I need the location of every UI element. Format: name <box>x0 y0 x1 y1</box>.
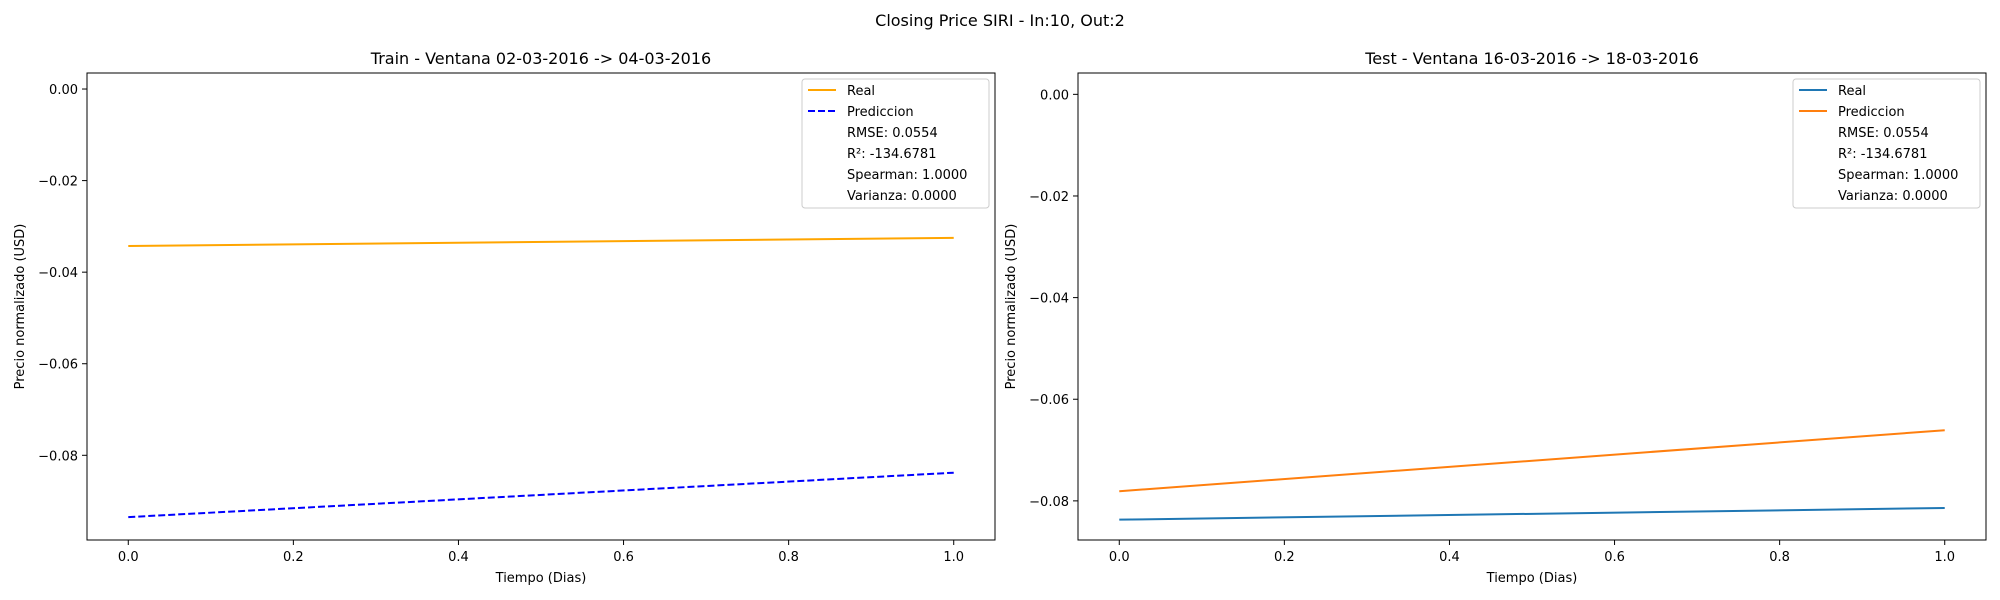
chart-2-y-tick-label: −0.08 <box>1029 495 1069 510</box>
chart-1-y-tick-label: 0.00 <box>49 83 78 98</box>
chart-1-legend-label-2: Prediccion <box>847 105 914 120</box>
chart-2-series-line-2 <box>1119 429 1945 493</box>
chart-2-legend: Real Prediccion RMSE: 0.0554 R²: -134.6781 S… <box>1792 78 1981 209</box>
chart-1-legend-label-1: Real <box>847 84 875 99</box>
chart-2-group: Test - Ventana 16-03-2016 -> 18-03-2016 0… <box>1004 49 1987 586</box>
chart-2-y-tick-label: −0.06 <box>1029 393 1069 408</box>
chart-1-axes-frame <box>86 72 996 541</box>
chart-1-legend: Real Prediccion RMSE: 0.0554 R²: -134.6781 S… <box>801 78 990 209</box>
chart-1-group: Train - Ventana 02-03-2016 -> 04-03-2016… <box>13 49 996 586</box>
chart-1-series-line-1 <box>128 236 954 248</box>
chart-2-x-tick-label: 0.6 <box>1604 550 1625 565</box>
chart-1-series-line-2 <box>128 471 954 519</box>
chart-2-title: Test - Ventana 16-03-2016 -> 18-03-2016 <box>1364 49 1699 68</box>
chart-2-legend-note-2: R²: -134.6781 <box>1838 147 1927 162</box>
chart-2-x-tick-label: 0.8 <box>1769 550 1790 565</box>
chart-2-legend-label-2: Prediccion <box>1838 105 1905 120</box>
chart-2-legend-box <box>1792 78 1981 209</box>
chart-2-legend-label-1: Real <box>1838 84 1866 99</box>
chart-1-x-tick-label: 0.4 <box>448 550 469 565</box>
chart-1-x-axis-label: Tiempo (Dias) <box>495 571 587 586</box>
chart-1-legend-note-1: RMSE: 0.0554 <box>847 126 938 141</box>
chart-1-legend-note-4: Varianza: 0.0000 <box>847 189 957 204</box>
chart-1-legend-box <box>801 78 990 209</box>
chart-2-x-tick-label: 1.0 <box>1934 550 1955 565</box>
chart-1-x-tick-label: 0.6 <box>613 550 634 565</box>
chart-2-y-tick-label: −0.04 <box>1029 292 1069 307</box>
chart-1-x-tick-label: 0.8 <box>778 550 799 565</box>
chart-2-y-axis-label: Precio normalizado (USD) <box>1004 224 1019 390</box>
chart-1-x-tick-label: 1.0 <box>943 550 964 565</box>
chart-1-y-tick-label: −0.06 <box>38 358 78 373</box>
chart-2-x-tick-label: 0.0 <box>1109 550 1130 565</box>
chart-2-series-line-1 <box>1119 506 1945 521</box>
chart-1-x-tick-label: 0.2 <box>283 550 304 565</box>
chart-1-y-tick-label: −0.04 <box>38 266 78 281</box>
chart-2-y-tick-label: −0.02 <box>1029 190 1069 205</box>
chart-2-x-tick-label: 0.4 <box>1439 550 1460 565</box>
chart-1-legend-note-2: R²: -134.6781 <box>847 147 936 162</box>
chart-1-y-tick-label: −0.08 <box>38 449 78 464</box>
chart-1-title: Train - Ventana 02-03-2016 -> 04-03-2016 <box>370 49 711 68</box>
chart-1-y-axis-label: Precio normalizado (USD) <box>13 224 28 390</box>
chart-2-x-axis-label: Tiempo (Dias) <box>1486 571 1578 586</box>
chart-1-legend-note-3: Spearman: 1.0000 <box>847 168 967 183</box>
chart-2-x-tick-label: 0.2 <box>1274 550 1295 565</box>
chart-1-x-tick-label: 0.0 <box>118 550 139 565</box>
figure-suptitle: Closing Price SIRI - In:10, Out:2 <box>875 11 1125 30</box>
chart-2-axes-frame <box>1077 72 1987 541</box>
chart-2-y-tick-label: 0.00 <box>1040 88 1069 103</box>
chart-1-y-tick-label: −0.02 <box>38 175 78 190</box>
chart-2-legend-note-4: Varianza: 0.0000 <box>1838 189 1948 204</box>
chart-2-legend-note-3: Spearman: 1.0000 <box>1838 168 1958 183</box>
chart-2-legend-note-1: RMSE: 0.0554 <box>1838 126 1929 141</box>
